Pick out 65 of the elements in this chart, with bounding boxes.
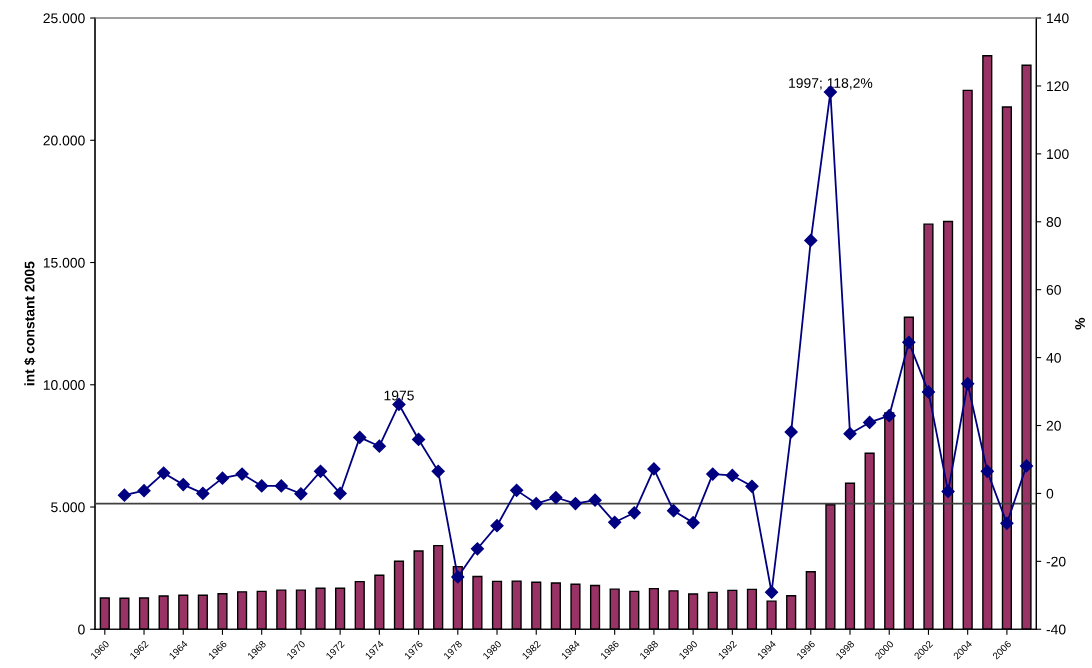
- point: [706, 467, 720, 481]
- point: [627, 506, 641, 520]
- point: [117, 488, 132, 502]
- point: [902, 335, 916, 349]
- point: [1019, 459, 1034, 473]
- y-tick-label: 15.000: [43, 257, 85, 268]
- point: [411, 432, 426, 447]
- y-tick-label: 0: [78, 624, 85, 635]
- point: [470, 542, 484, 556]
- point: [608, 515, 622, 529]
- point: [529, 497, 543, 511]
- point: [941, 484, 955, 498]
- y2-tick-label: 120: [1047, 81, 1069, 92]
- y2-tick-label: -20: [1046, 556, 1066, 567]
- point: [255, 479, 269, 493]
- y2-tick-label: 0: [1046, 488, 1054, 499]
- y2-tick-label: 140: [1047, 13, 1069, 24]
- point: [882, 409, 896, 423]
- point: [961, 377, 975, 391]
- y2-axis-title: %: [1075, 317, 1085, 330]
- point: [431, 464, 445, 478]
- point: [784, 425, 798, 439]
- y-tick-label: 20.000: [43, 135, 85, 146]
- y2-tick-label: 80: [1046, 217, 1061, 227]
- annotation: 1975: [384, 390, 414, 401]
- point: [764, 585, 779, 599]
- y2-tick-label: 100: [1047, 149, 1069, 160]
- point: [313, 464, 328, 478]
- point: [490, 519, 504, 533]
- point: [843, 427, 857, 441]
- point: [510, 483, 524, 497]
- point: [568, 497, 583, 511]
- point: [921, 385, 936, 399]
- point: [196, 486, 210, 501]
- point: [294, 487, 308, 501]
- y-tick-label: 5.000: [51, 502, 85, 513]
- annotation: 1997; 118,2%: [789, 78, 873, 90]
- point: [353, 430, 367, 444]
- point: [588, 493, 602, 507]
- point: [549, 490, 563, 505]
- point: [333, 486, 347, 501]
- point: [863, 415, 877, 430]
- point: [176, 478, 190, 492]
- point: [137, 484, 151, 498]
- point: [686, 516, 700, 530]
- y2-tick-label: -40: [1046, 624, 1066, 635]
- y-tick-label: 25.000: [43, 13, 85, 24]
- point: [157, 466, 171, 480]
- point: [274, 479, 288, 493]
- point: [804, 233, 818, 248]
- point: [980, 464, 994, 478]
- point: [215, 471, 230, 485]
- point: [725, 468, 739, 483]
- point: [647, 462, 661, 476]
- y2-tick-label: 60: [1046, 285, 1061, 295]
- point: [666, 504, 681, 518]
- point: [451, 570, 465, 584]
- y2-tick-label: 20: [1046, 420, 1061, 431]
- point: [745, 479, 759, 493]
- point: [1000, 516, 1014, 530]
- point: [372, 439, 386, 453]
- y2-tick-label: 40: [1046, 352, 1061, 363]
- point: [235, 467, 249, 481]
- y-axis-title: int $ constant 2005: [24, 261, 36, 386]
- y-tick-label: 10.000: [43, 380, 85, 390]
